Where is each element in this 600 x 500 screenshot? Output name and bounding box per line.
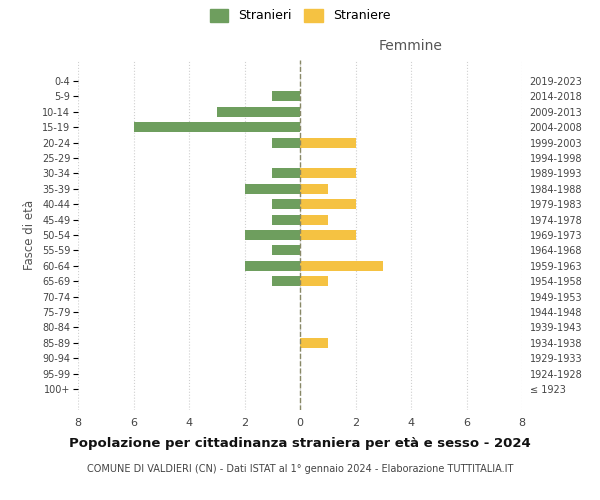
Bar — [300, 276, 328, 286]
Bar — [272, 168, 300, 178]
Text: Popolazione per cittadinanza straniera per età e sesso - 2024: Popolazione per cittadinanza straniera p… — [69, 438, 531, 450]
Legend: Stranieri, Straniere: Stranieri, Straniere — [207, 6, 393, 25]
Bar — [272, 199, 300, 209]
Bar — [300, 214, 328, 224]
Bar — [300, 338, 328, 348]
Bar — [300, 168, 356, 178]
Text: COMUNE DI VALDIERI (CN) - Dati ISTAT al 1° gennaio 2024 - Elaborazione TUTTITALI: COMUNE DI VALDIERI (CN) - Dati ISTAT al … — [87, 464, 513, 474]
Bar — [300, 261, 383, 271]
Bar — [217, 106, 300, 117]
Bar — [300, 184, 328, 194]
Bar — [245, 184, 300, 194]
Bar — [272, 276, 300, 286]
Bar — [300, 138, 356, 147]
Bar — [272, 138, 300, 147]
Bar — [300, 230, 356, 240]
Bar — [272, 246, 300, 256]
Bar — [300, 199, 356, 209]
Bar — [245, 261, 300, 271]
Y-axis label: Anni di nascita: Anni di nascita — [599, 192, 600, 278]
Y-axis label: Fasce di età: Fasce di età — [23, 200, 37, 270]
Bar — [272, 214, 300, 224]
Bar — [272, 92, 300, 102]
Bar — [133, 122, 300, 132]
Text: Femmine: Femmine — [379, 39, 443, 53]
Bar — [245, 230, 300, 240]
